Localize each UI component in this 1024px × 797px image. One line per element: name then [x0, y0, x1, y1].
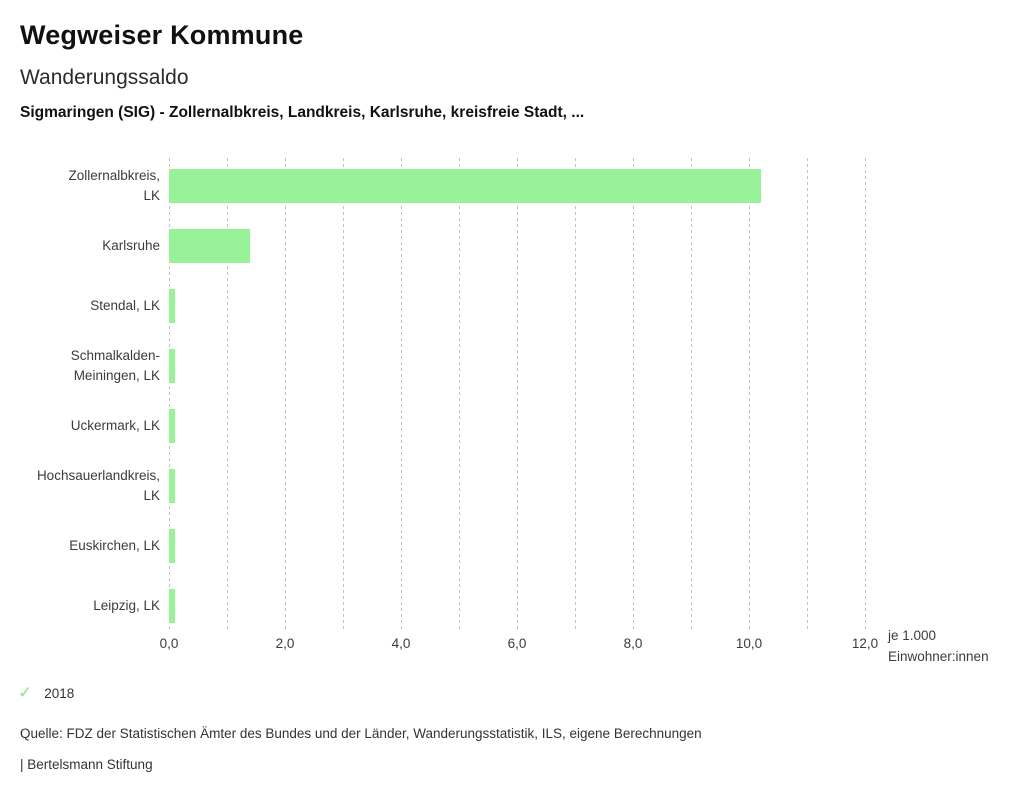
bar-zollernalbkreis-lk[interactable]	[169, 169, 761, 203]
category-label-line: Leipzig, LK	[93, 598, 160, 613]
category-label: Hochsauerlandkreis, LK	[0, 456, 160, 516]
bar-karlsruhe[interactable]	[169, 229, 250, 263]
gridline	[865, 158, 866, 632]
category-label-line: Hochsauerlandkreis,	[36, 468, 160, 483]
category-label: Zollernalbkreis, LK	[0, 156, 160, 216]
bar-stendal-lk[interactable]	[169, 289, 175, 323]
category-label: Leipzig, LK	[0, 576, 160, 636]
category-label: Karlsruhe	[0, 216, 160, 276]
category-label-line: LK	[143, 188, 160, 203]
axis-unit-line2: Einwohner:innen	[888, 649, 989, 664]
gridline	[227, 158, 228, 632]
gridline	[517, 158, 518, 632]
category-label: Stendal, LK	[0, 276, 160, 336]
gridline	[401, 158, 402, 632]
x-axis-tick-label: 12,0	[851, 636, 879, 651]
category-label-line: Uckermark, LK	[70, 418, 160, 433]
category-label-line: Meiningen, LK	[73, 368, 160, 383]
gridline	[343, 158, 344, 632]
x-axis-tick-label: 8,0	[623, 636, 643, 651]
bar-leipzig-lk[interactable]	[169, 589, 175, 623]
x-axis-tick-label: 6,0	[507, 636, 527, 651]
axis-unit-label: je 1.000 Einwohner:innen	[888, 625, 989, 667]
gridline	[459, 158, 460, 632]
gridline	[633, 158, 634, 632]
gridline	[575, 158, 576, 632]
source-text: Quelle: FDZ der Statistischen Ämter des …	[20, 726, 702, 741]
gridline	[749, 158, 750, 632]
x-axis-tick-label: 4,0	[391, 636, 411, 651]
category-label-line: Karlsruhe	[102, 238, 160, 253]
gridline	[807, 158, 808, 632]
bar-euskirchen-lk[interactable]	[169, 529, 175, 563]
legend-item-2018[interactable]: ✓ 2018	[18, 684, 74, 702]
gridline	[691, 158, 692, 632]
gridline	[169, 158, 170, 632]
legend-year-label: 2018	[44, 685, 75, 701]
category-label: Euskirchen, LK	[0, 516, 160, 576]
x-axis-tick-label: 2,0	[275, 636, 295, 651]
branding-text: | Bertelsmann Stiftung	[20, 757, 153, 772]
category-label-line: Euskirchen, LK	[69, 538, 160, 553]
x-axis-tick-label: 10,0	[735, 636, 763, 651]
bar-hochsauerlandkreis-lk[interactable]	[169, 469, 175, 503]
x-axis-tick-label: 0,0	[159, 636, 179, 651]
category-label-line: LK	[143, 488, 160, 503]
gridline	[285, 158, 286, 632]
page-title: Wegweiser Kommune	[20, 20, 304, 50]
chart-subtitle-regions: Sigmaringen (SIG) - Zollernalbkreis, Lan…	[20, 104, 585, 121]
bar-schmalkalden-meiningen-lk[interactable]	[169, 349, 175, 383]
plot-area: Zollernalbkreis, LK Karlsruhe Stendal, LK Sc…	[0, 156, 1024, 636]
category-label-line: Stendal, LK	[90, 298, 160, 313]
category-label-line: Zollernalbkreis,	[68, 168, 160, 183]
category-label: Uckermark, LK	[0, 396, 160, 456]
bar-uckermark-lk[interactable]	[169, 409, 175, 443]
category-label: Schmalkalden- Meiningen, LK	[0, 336, 160, 396]
check-icon: ✓	[18, 683, 33, 702]
chart-title: Wanderungssaldo	[20, 66, 189, 89]
category-label-line: Schmalkalden-	[70, 348, 160, 363]
axis-unit-line1: je 1.000	[888, 628, 937, 643]
